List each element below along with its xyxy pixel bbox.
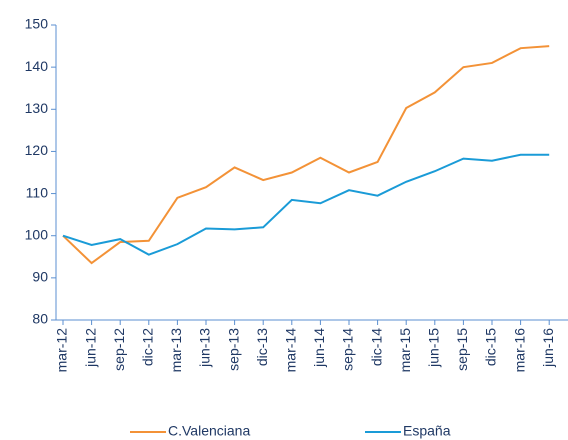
legend-label: C.Valenciana bbox=[168, 423, 250, 439]
y-tick-label: 150 bbox=[25, 16, 49, 32]
x-tick-label: dic-15 bbox=[483, 328, 499, 366]
y-tick-label: 130 bbox=[25, 100, 49, 116]
x-tick-label: sep-15 bbox=[454, 328, 470, 371]
series-line bbox=[62, 45, 550, 265]
x-tick-label: jun-14 bbox=[311, 328, 327, 368]
y-tick-label: 80 bbox=[32, 311, 48, 327]
x-tick-label: mar-13 bbox=[168, 328, 184, 373]
x-tick-label: jun-12 bbox=[82, 328, 98, 368]
x-tick-label: jun-16 bbox=[540, 328, 556, 368]
y-tick-label: 90 bbox=[32, 269, 48, 285]
x-tick-label: dic-13 bbox=[254, 328, 270, 366]
series-line bbox=[62, 153, 550, 256]
y-tick-label: 140 bbox=[25, 58, 49, 74]
y-tick-label: 100 bbox=[25, 226, 49, 242]
x-tick-label: mar-16 bbox=[511, 328, 527, 373]
x-tick-label: jun-13 bbox=[197, 328, 213, 368]
x-tick-label: dic-12 bbox=[140, 328, 156, 366]
x-tick-label: sep-13 bbox=[225, 328, 241, 371]
x-tick-label: dic-14 bbox=[368, 328, 384, 366]
y-tick-label: 120 bbox=[25, 142, 49, 158]
y-tick-label: 110 bbox=[26, 184, 49, 200]
legend-label: España bbox=[403, 423, 451, 439]
x-tick-label: mar-12 bbox=[54, 328, 70, 373]
x-tick-label: sep-14 bbox=[340, 328, 356, 371]
x-tick-label: mar-15 bbox=[397, 328, 413, 373]
x-tick-label: sep-12 bbox=[111, 328, 127, 371]
x-tick-label: mar-14 bbox=[283, 328, 299, 373]
x-tick-label: jun-15 bbox=[426, 328, 442, 368]
